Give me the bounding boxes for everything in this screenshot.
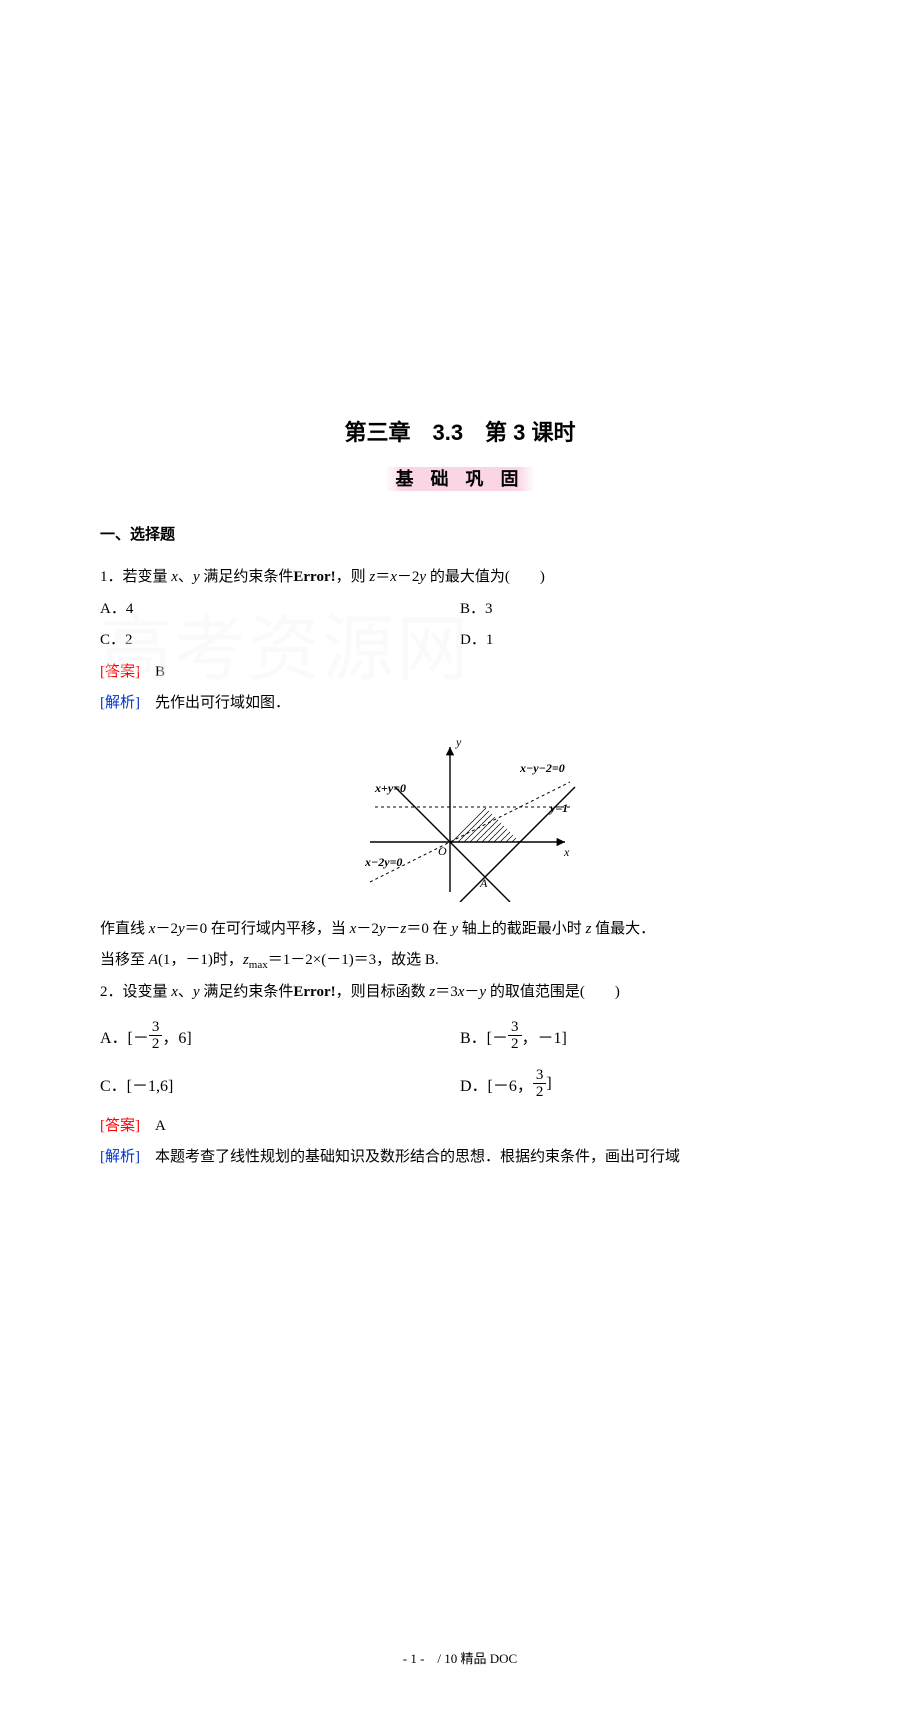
choice-C: C．[－1,6] bbox=[100, 1063, 460, 1105]
error-placeholder: Error! bbox=[293, 569, 335, 585]
var-x: x bbox=[390, 569, 397, 585]
text: ＝3 bbox=[435, 984, 458, 1000]
text: 、 bbox=[178, 569, 193, 585]
banner-text: 基 础 巩 固 bbox=[385, 465, 535, 493]
var-y: y bbox=[379, 921, 386, 937]
text: ，则目标函数 bbox=[336, 984, 430, 1000]
var-y: y bbox=[178, 921, 185, 937]
var-y: y bbox=[193, 569, 200, 585]
q2-explain: [解析] 本题考查了线性规划的基础知识及数形结合的思想．根据约束条件，画出可行域 bbox=[100, 1142, 820, 1174]
explain-label: [解析] bbox=[100, 695, 140, 711]
var-x: x bbox=[171, 984, 178, 1000]
line-x-plus-y bbox=[395, 787, 510, 902]
sub-max: max bbox=[249, 959, 268, 971]
text: 1．若变量 bbox=[100, 569, 171, 585]
label-O: O bbox=[438, 844, 447, 858]
text: －2 bbox=[356, 921, 379, 937]
denominator: 2 bbox=[533, 1084, 547, 1101]
explain-text: 本题考查了线性规划的基础知识及数形结合的思想．根据约束条件，画出可行域 bbox=[155, 1149, 680, 1165]
text: 的取值范围是( ) bbox=[486, 984, 620, 1000]
text: 轴上的截距最小时 bbox=[458, 921, 586, 937]
text: ＝0 在可行域内平移，当 bbox=[185, 921, 350, 937]
q2-choices: A．[－32，6] B．[－32，－1] C．[－1,6] D．[－6，32] bbox=[100, 1015, 820, 1105]
numerator: 3 bbox=[533, 1067, 547, 1085]
text: ＝1－2×(－1)＝3，故选 B. bbox=[268, 952, 439, 968]
label-line3: y=1 bbox=[548, 801, 568, 815]
section-heading: 一、选择题 bbox=[100, 523, 820, 544]
text: ＝0 在 bbox=[406, 921, 451, 937]
text: 满足约束条件 bbox=[200, 569, 294, 585]
page-footer: - 1 - / 10 精品 DOC bbox=[0, 1648, 920, 1667]
label-line4: x−2y=0 bbox=[364, 855, 402, 869]
q2-answer: [答案] A bbox=[100, 1111, 820, 1143]
label-y: y bbox=[455, 735, 462, 749]
point-A: A bbox=[149, 952, 158, 968]
label-line2: x−y−2=0 bbox=[519, 761, 565, 775]
text: 2．设变量 bbox=[100, 984, 171, 1000]
text: A．[－ bbox=[100, 1024, 149, 1048]
text: － bbox=[386, 921, 401, 937]
label-A: A bbox=[479, 876, 488, 890]
q1-figure: y x O A x+y=0 x−y−2=0 y=1 x−2y=0 bbox=[340, 732, 580, 902]
q1-stem: 1．若变量 x、y 满足约束条件Error!，则 z＝x－2y 的最大值为( ) bbox=[100, 562, 820, 594]
text: 当移至 bbox=[100, 952, 149, 968]
var-x: x bbox=[171, 569, 178, 585]
q1-explain-line3: 当移至 A(1，－1)时，zmax＝1－2×(－1)＝3，故选 B. bbox=[100, 945, 820, 977]
numerator: 3 bbox=[508, 1019, 522, 1037]
text: (1，－1)时， bbox=[158, 952, 243, 968]
text: － bbox=[464, 984, 479, 1000]
answer-value: A bbox=[155, 1118, 166, 1134]
label-x: x bbox=[563, 845, 570, 859]
text: －2 bbox=[397, 569, 420, 585]
watermark-text: 高考资源网 bbox=[100, 590, 470, 695]
explain-label: [解析] bbox=[100, 1149, 140, 1165]
text: 值最大． bbox=[591, 921, 655, 937]
chapter-title: 第三章 3.3 第 3 课时 bbox=[100, 415, 820, 447]
text: B．[－ bbox=[460, 1024, 508, 1048]
text: ＝ bbox=[375, 569, 390, 585]
text: ] bbox=[546, 1075, 551, 1093]
text: ，则 bbox=[336, 569, 370, 585]
choice-D: D．1 bbox=[460, 625, 820, 657]
numerator: 3 bbox=[149, 1019, 163, 1037]
fraction: 32 bbox=[149, 1019, 163, 1053]
choice-B: B．[－32，－1] bbox=[460, 1015, 820, 1057]
choice-B: B．3 bbox=[460, 594, 820, 626]
q1-explain-line2: 作直线 x－2y＝0 在可行域内平移，当 x－2y－z＝0 在 y 轴上的截距最… bbox=[100, 914, 820, 946]
choice-D: D．[－6，32] bbox=[460, 1063, 820, 1105]
text: 的最大值为( ) bbox=[426, 569, 545, 585]
var-y: y bbox=[193, 984, 200, 1000]
text: 满足约束条件 bbox=[200, 984, 294, 1000]
explain-text: 先作出可行域如图． bbox=[155, 695, 290, 711]
fraction: 32 bbox=[533, 1067, 547, 1101]
text: －2 bbox=[155, 921, 178, 937]
text: 、 bbox=[178, 984, 193, 1000]
choice-A: A．[－32，6] bbox=[100, 1015, 460, 1057]
text: 作直线 bbox=[100, 921, 149, 937]
text: ，－1] bbox=[522, 1024, 567, 1048]
fraction: 32 bbox=[508, 1019, 522, 1053]
text: ，6] bbox=[162, 1024, 191, 1048]
section-banner: 基 础 巩 固 bbox=[385, 465, 535, 493]
text: D．[－6， bbox=[460, 1072, 533, 1096]
denominator: 2 bbox=[149, 1036, 163, 1053]
error-placeholder: Error! bbox=[293, 984, 335, 1000]
q2-stem: 2．设变量 x、y 满足约束条件Error!，则目标函数 z＝3x－y 的取值范… bbox=[100, 977, 820, 1009]
denominator: 2 bbox=[508, 1036, 522, 1053]
label-line1: x+y=0 bbox=[374, 781, 406, 795]
answer-label: [答案] bbox=[100, 1118, 140, 1134]
text: C．[－1,6] bbox=[100, 1072, 173, 1096]
